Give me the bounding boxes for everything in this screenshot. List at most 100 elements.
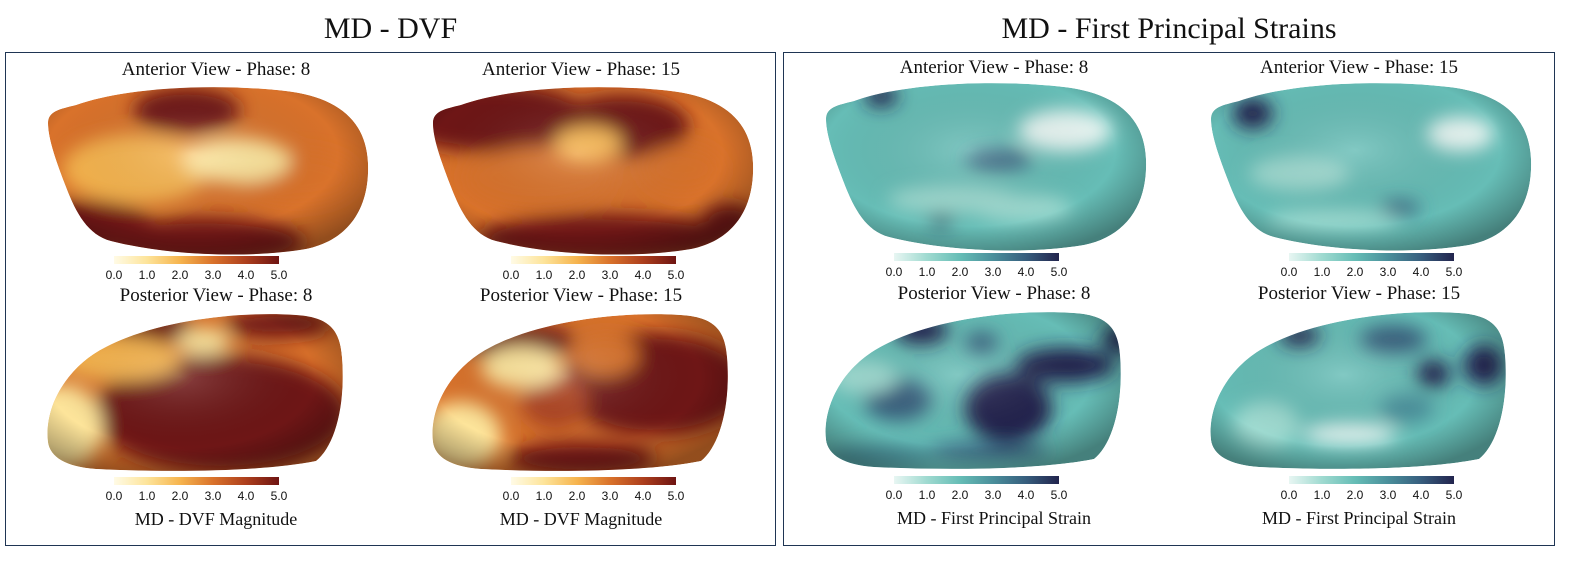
tick-label: 4.0 (1017, 488, 1035, 502)
section-title-strain: MD - First Principal Strains (1001, 12, 1337, 45)
surface-body (825, 312, 1121, 469)
colorbar (894, 253, 1059, 261)
tick-label: 3.0 (601, 489, 619, 503)
tick-label: 2.0 (1346, 265, 1364, 279)
colorbar-caption: MD - First Principal Strain (897, 508, 1091, 528)
surface-body (47, 314, 343, 471)
tick-label: 0.0 (105, 489, 123, 503)
view-title: Anterior View - Phase: 8 (899, 57, 1089, 78)
view-title: Anterior View - Phase: 15 (482, 59, 680, 80)
tick-label: 1.0 (1313, 265, 1331, 279)
view-title: Anterior View - Phase: 15 (1260, 57, 1458, 78)
tick-label: 3.0 (1379, 488, 1397, 502)
tick-label: 5.0 (1050, 265, 1068, 279)
tick-label: 4.0 (1412, 265, 1430, 279)
tick-label: 0.0 (1280, 488, 1298, 502)
tick-label: 0.0 (885, 265, 903, 279)
view-dvf-anterior-8: Anterior View - Phase: 8 0.0 1.0 2.0 3.0… (36, 59, 396, 289)
tick-label: 0.0 (1280, 265, 1298, 279)
surface-shading (826, 83, 1147, 251)
colorbar-caption: MD - First Principal Strain (1262, 508, 1456, 528)
view-strain-anterior-8: Anterior View - Phase: 8 0.0 1.0 2.0 3.0… (814, 57, 1174, 287)
tick-label: 2.0 (951, 488, 969, 502)
surface-body (433, 87, 754, 255)
tick-label: 0.0 (885, 488, 903, 502)
tick-label: 4.0 (634, 489, 652, 503)
tick-label: 2.0 (568, 268, 586, 282)
surface-body (826, 83, 1147, 251)
colorbar (114, 256, 279, 264)
surface-body (48, 87, 369, 255)
section-title-dvf: MD - DVF (323, 12, 458, 45)
tick-label: 5.0 (270, 489, 288, 503)
tick-label: 1.0 (138, 268, 156, 282)
colorbar (1289, 253, 1454, 261)
tick-label: 2.0 (1346, 488, 1364, 502)
tick-label: 5.0 (1445, 265, 1463, 279)
tick-label: 2.0 (171, 489, 189, 503)
tick-label: 3.0 (984, 488, 1002, 502)
surface-render (1211, 83, 1532, 251)
surface-render (432, 314, 728, 471)
surface-shading (1210, 312, 1506, 469)
tick-label: 1.0 (918, 488, 936, 502)
tick-label: 4.0 (237, 268, 255, 282)
surface-render (1210, 312, 1506, 469)
surface-render (47, 314, 343, 471)
surface-shading (48, 87, 369, 255)
view-title: Posterior View - Phase: 8 (119, 285, 313, 306)
view-title: Posterior View - Phase: 15 (1257, 283, 1461, 304)
tick-label: 1.0 (918, 265, 936, 279)
tick-label: 1.0 (138, 489, 156, 503)
view-strain-anterior-15: Anterior View - Phase: 15 0.0 1.0 2.0 3.… (1179, 57, 1539, 287)
tick-label: 1.0 (1313, 488, 1331, 502)
surface-shading (433, 87, 754, 255)
colorbar (511, 477, 676, 485)
surface-render (48, 87, 369, 255)
tick-label: 5.0 (1445, 488, 1463, 502)
tick-label: 5.0 (1050, 488, 1068, 502)
colorbar (894, 476, 1059, 484)
view-title: Posterior View - Phase: 8 (897, 283, 1091, 304)
colorbar (1289, 476, 1454, 484)
tick-label: 5.0 (667, 489, 685, 503)
view-title: Posterior View - Phase: 15 (479, 285, 683, 306)
tick-label: 4.0 (1412, 488, 1430, 502)
tick-label: 2.0 (568, 489, 586, 503)
view-strain-posterior-15: Posterior View - Phase: 15 0.0 1.0 2.0 3… (1179, 283, 1539, 533)
tick-label: 4.0 (1017, 265, 1035, 279)
surface-shading (47, 314, 343, 471)
colorbar-caption: MD - DVF Magnitude (134, 509, 298, 529)
surface-shading (1211, 83, 1532, 251)
tick-label: 1.0 (535, 489, 553, 503)
surface-body (1210, 312, 1506, 469)
tick-label: 5.0 (667, 268, 685, 282)
tick-label: 4.0 (634, 268, 652, 282)
tick-label: 5.0 (270, 268, 288, 282)
view-dvf-posterior-8: Posterior View - Phase: 8 0.0 1.0 2.0 3.… (36, 285, 396, 535)
colorbar (511, 256, 676, 264)
tick-label: 3.0 (601, 268, 619, 282)
tick-label: 3.0 (204, 268, 222, 282)
tick-label: 1.0 (535, 268, 553, 282)
tick-label: 0.0 (105, 268, 123, 282)
view-dvf-anterior-15: Anterior View - Phase: 15 0.0 1.0 2.0 3.… (401, 59, 761, 289)
tick-label: 3.0 (1379, 265, 1397, 279)
surface-body (1211, 83, 1532, 251)
panel-dvf: Anterior View - Phase: 8 0.0 1.0 2.0 3.0… (5, 52, 776, 546)
tick-label: 3.0 (984, 265, 1002, 279)
surface-shading (432, 314, 728, 471)
surface-shading (825, 312, 1121, 469)
colorbar (114, 477, 279, 485)
tick-label: 0.0 (502, 489, 520, 503)
view-title: Anterior View - Phase: 8 (121, 59, 311, 80)
colorbar-caption: MD - DVF Magnitude (499, 509, 663, 529)
tick-label: 4.0 (237, 489, 255, 503)
surface-render (433, 87, 754, 255)
view-strain-posterior-8: Posterior View - Phase: 8 0.0 1.0 2.0 3.… (814, 283, 1174, 533)
surface-render (825, 312, 1121, 469)
view-dvf-posterior-15: Posterior View - Phase: 15 0.0 1.0 2.0 3… (401, 285, 761, 535)
panel-strain: Anterior View - Phase: 8 0.0 1.0 2.0 3.0… (783, 52, 1555, 546)
surface-render (826, 83, 1147, 251)
tick-label: 3.0 (204, 489, 222, 503)
